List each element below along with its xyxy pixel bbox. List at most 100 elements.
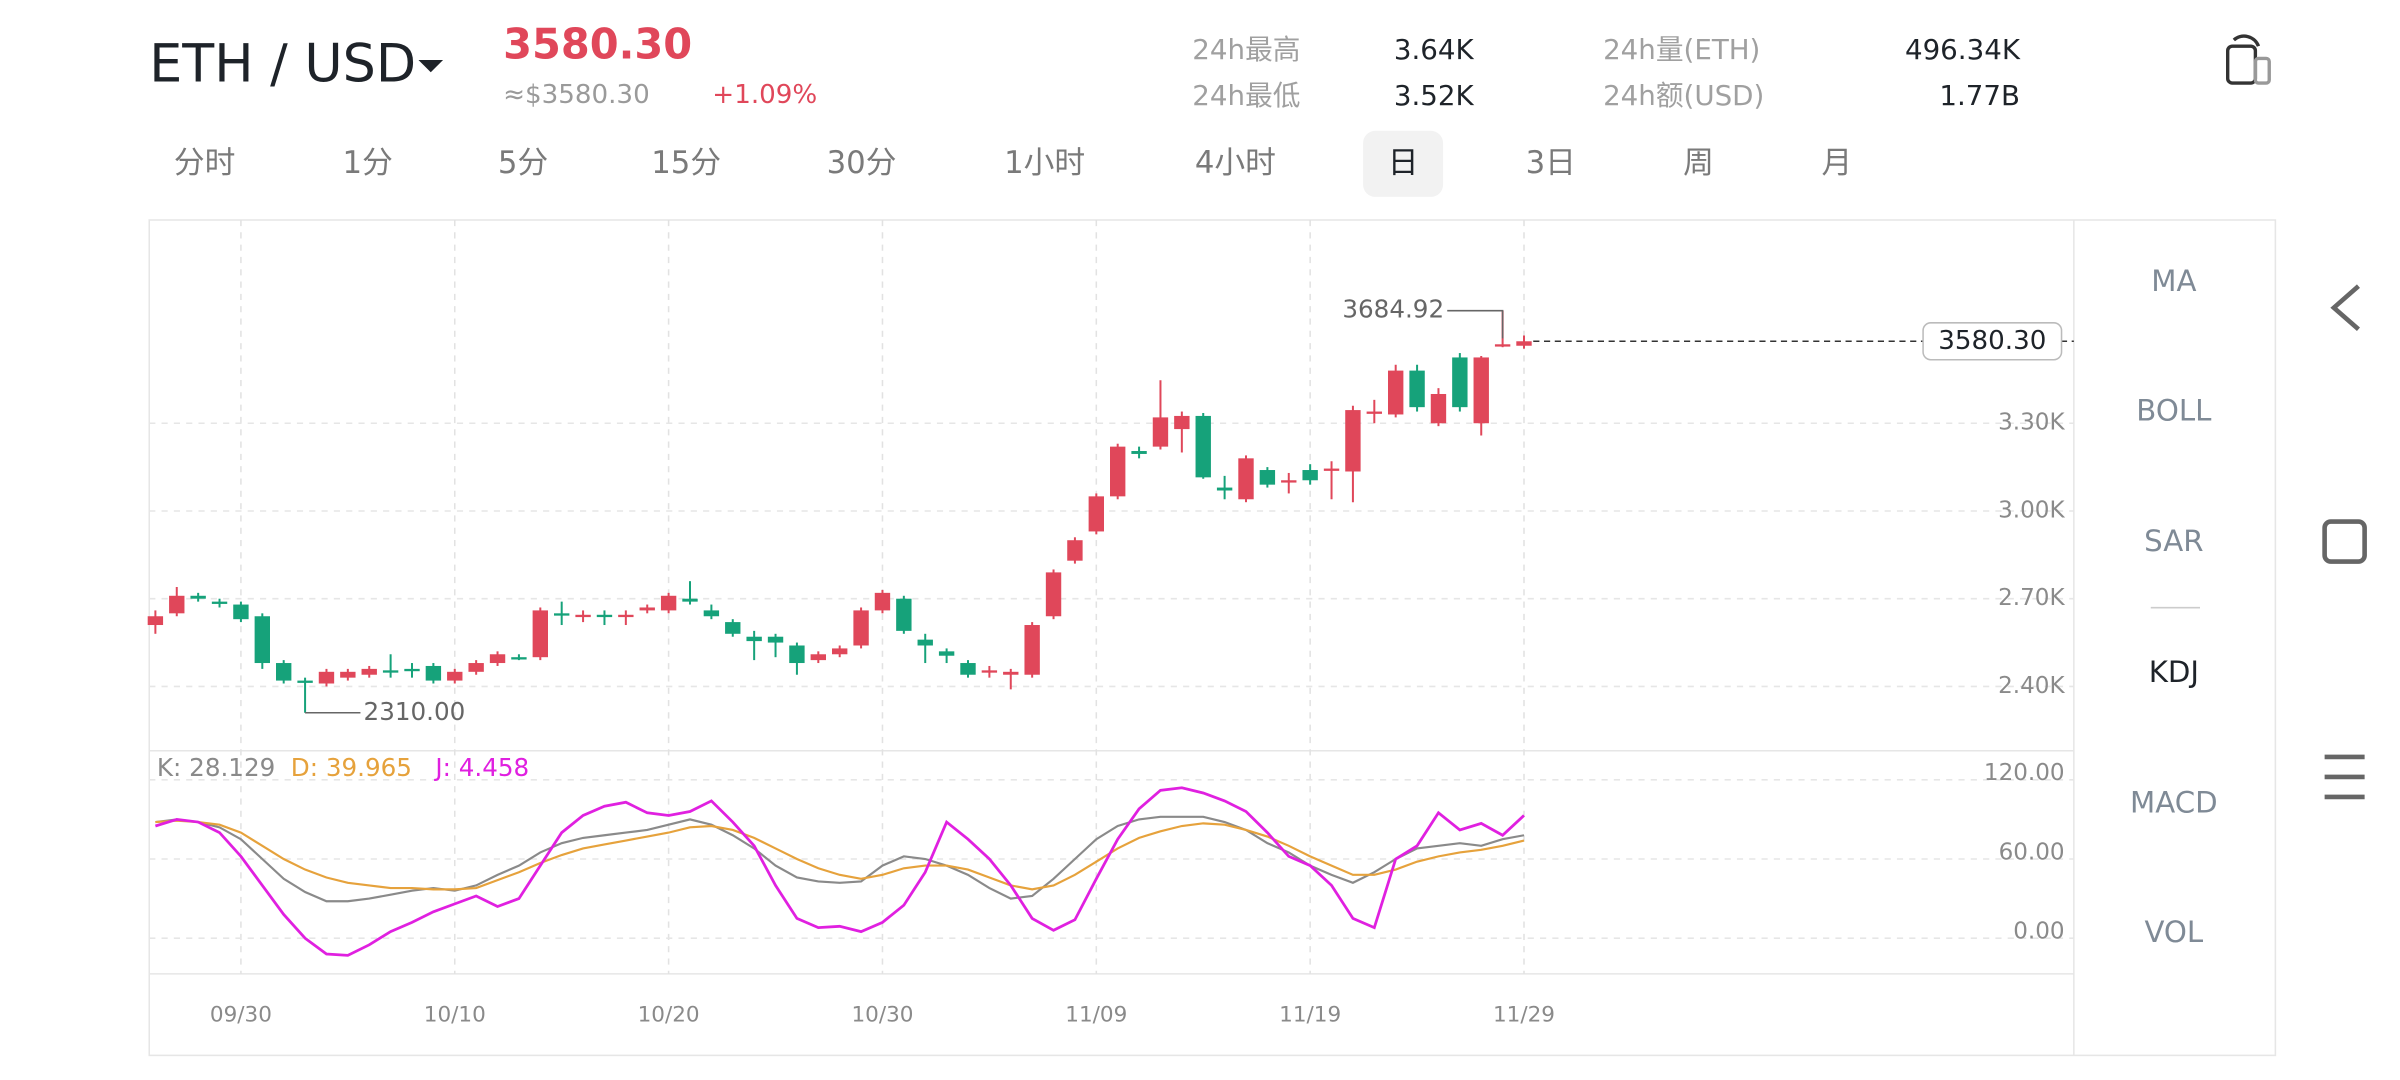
candle-body [660, 595, 677, 611]
candle-body [1323, 468, 1340, 471]
menu-button[interactable] [2324, 754, 2365, 800]
tab[interactable]: 30分 [827, 145, 897, 181]
tab[interactable]: 3日 [1526, 145, 1576, 181]
candle-body [575, 614, 591, 618]
candle-body [404, 668, 420, 672]
candle-body [938, 651, 955, 656]
candle-body [468, 663, 484, 672]
candle-body [853, 610, 869, 646]
candle-body [703, 610, 720, 617]
candle-body [618, 614, 634, 618]
stat-label: 24h量(ETH) [1603, 33, 1760, 66]
legend-label: J: 4.458 [433, 753, 529, 782]
tab[interactable]: 1分 [343, 145, 393, 181]
indicator[interactable]: BOLL [2136, 393, 2212, 427]
candle-body [1045, 572, 1062, 617]
candle-body [1473, 357, 1489, 424]
candle-body [1152, 417, 1169, 447]
candle-body [1216, 487, 1233, 491]
candle-body [789, 645, 805, 664]
pair-title[interactable]: ETH / USD [149, 34, 416, 95]
tab[interactable]: 5分 [498, 145, 548, 181]
y-tick-label: 2.40K [1998, 673, 2065, 699]
chart-frame [148, 219, 2277, 1057]
tab[interactable]: 4小时 [1195, 145, 1276, 181]
indicator[interactable]: VOL [2144, 915, 2203, 949]
y-tick-label: 3.30K [1998, 410, 2065, 436]
high-leader [1447, 309, 1504, 339]
candle-body [1302, 470, 1318, 481]
high-label: 3684.92 [1342, 295, 1444, 324]
candle-body [960, 663, 976, 675]
stat-label: 24h最低 [1192, 79, 1300, 112]
x-tick-label: 11/19 [1279, 1002, 1341, 1027]
stat-value: 496.34K [1905, 33, 2021, 66]
candle-body [639, 607, 655, 611]
x-tick-label: 11/09 [1065, 1002, 1127, 1027]
candle-body [1430, 393, 1447, 424]
x-tick-label: 10/30 [851, 1002, 913, 1027]
stat-label: 24h额(USD) [1603, 79, 1764, 112]
y-tick-label: 0.00 [2013, 919, 2064, 945]
candle-body [254, 616, 270, 664]
indicator[interactable]: MACD [2130, 786, 2218, 820]
candle-body [1494, 344, 1511, 347]
y-tick-label: 120.00 [1984, 760, 2065, 786]
candle-body [682, 598, 698, 602]
candle-body [447, 671, 463, 681]
low-label: 2310.00 [364, 697, 466, 726]
candle-body [1345, 410, 1361, 472]
candle-body [382, 670, 399, 673]
candle-body [1195, 415, 1211, 478]
last-price: 3580.30 [503, 20, 692, 69]
tab[interactable]: 15分 [651, 145, 721, 181]
stat-label: 24h最高 [1192, 33, 1300, 66]
indicator[interactable]: SAR [2144, 524, 2203, 558]
candle-body [725, 622, 741, 634]
tab[interactable]: 月 [1822, 145, 1853, 181]
home-button[interactable] [2322, 519, 2367, 564]
rotate-icon[interactable] [2226, 34, 2271, 85]
candle-body [832, 648, 848, 655]
candle-body [1003, 671, 1019, 675]
candle-body [746, 636, 762, 642]
candle-body [511, 657, 527, 660]
candle-body [1409, 370, 1425, 408]
candle-body [767, 636, 784, 643]
candle-body [810, 654, 827, 661]
indicator-line [155, 819, 1525, 891]
tab[interactable]: 1小时 [1004, 145, 1085, 181]
indicator-line [154, 786, 1525, 957]
candle-body [1281, 480, 1297, 483]
indicator[interactable]: KDJ [2149, 655, 2199, 689]
dropdown-arrow[interactable] [418, 60, 444, 73]
price-usd: ≈$3580.30 [503, 80, 650, 110]
candle-body [1067, 540, 1083, 561]
tab-highlight [1363, 130, 1444, 197]
candle-body [1259, 470, 1276, 485]
candle-body [1131, 451, 1147, 454]
tab[interactable]: 周 [1683, 145, 1714, 181]
x-tick-label: 10/10 [424, 1002, 486, 1027]
x-tick-label: 10/20 [638, 1002, 700, 1027]
last-price-box [1922, 322, 2063, 361]
tab[interactable]: 日 [1388, 145, 1419, 181]
indicator[interactable]: MA [2151, 264, 2196, 298]
legend-label: D: 39.965 [291, 753, 412, 782]
candle-body [318, 671, 335, 684]
tab[interactable]: 分时 [174, 145, 236, 181]
candle-body [297, 680, 313, 683]
stat-value: 1.77B [1939, 79, 2020, 112]
candle-body [532, 610, 548, 658]
y-tick-label: 2.70K [1998, 585, 2065, 611]
candle-body [276, 663, 292, 681]
candle-body [554, 613, 570, 616]
back-button[interactable] [2330, 284, 2360, 331]
x-tick-label: 11/29 [1493, 1002, 1555, 1027]
candle-body [425, 665, 442, 681]
stat-value: 3.52K [1394, 79, 1475, 112]
candle-body [896, 598, 912, 631]
candle-body [1516, 341, 1532, 346]
